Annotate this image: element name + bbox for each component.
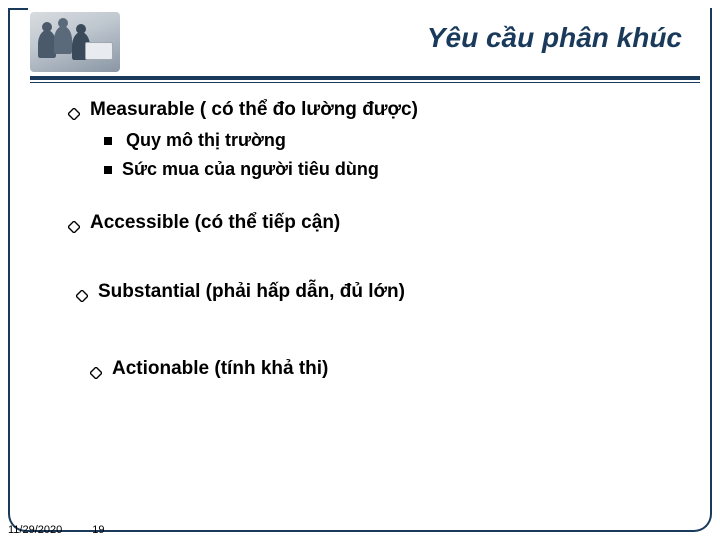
footer-date: 11/29/2020 — [8, 524, 62, 536]
bullet-substantial: Substantial (phải hấp dẫn, đủ lớn) — [76, 280, 700, 305]
footer-page: 19 — [92, 524, 104, 536]
diamond-icon — [68, 216, 80, 228]
square-icon — [104, 166, 112, 174]
bullet-measurable: Measurable ( có thể đo lường được) — [68, 98, 700, 123]
bullet-accessible: Accessible (có thể tiếp cận) — [68, 211, 700, 236]
accessible-label: Accessible (có thể tiếp cận) — [90, 211, 340, 236]
diamond-icon — [76, 285, 88, 297]
bullet-measurable-sub2: Sức mua của người tiêu dùng — [104, 158, 700, 181]
diamond-icon — [90, 362, 102, 374]
slide-title: Yêu cầu phân khúc — [427, 22, 682, 54]
divider-thick — [30, 76, 700, 80]
header: Yêu cầu phân khúc — [30, 12, 700, 84]
actionable-label: Actionable (tính khả thi) — [112, 357, 328, 382]
measurable-sub1-label: Quy mô thị trường — [126, 129, 286, 152]
bullet-actionable: Actionable (tính khả thi) — [90, 357, 700, 382]
people-logo — [30, 12, 120, 72]
footer: 11/29/2020 19 — [8, 524, 105, 536]
measurable-sub2-label: Sức mua của người tiêu dùng — [122, 158, 379, 181]
content-area: Measurable ( có thể đo lường được) Quy m… — [68, 98, 700, 388]
measurable-label: Measurable ( có thể đo lường được) — [90, 98, 418, 123]
bullet-measurable-sub1: Quy mô thị trường — [104, 129, 700, 152]
divider-thin — [30, 82, 700, 83]
diamond-icon — [68, 103, 80, 115]
substantial-label: Substantial (phải hấp dẫn, đủ lớn) — [98, 280, 405, 305]
square-icon — [104, 137, 112, 145]
